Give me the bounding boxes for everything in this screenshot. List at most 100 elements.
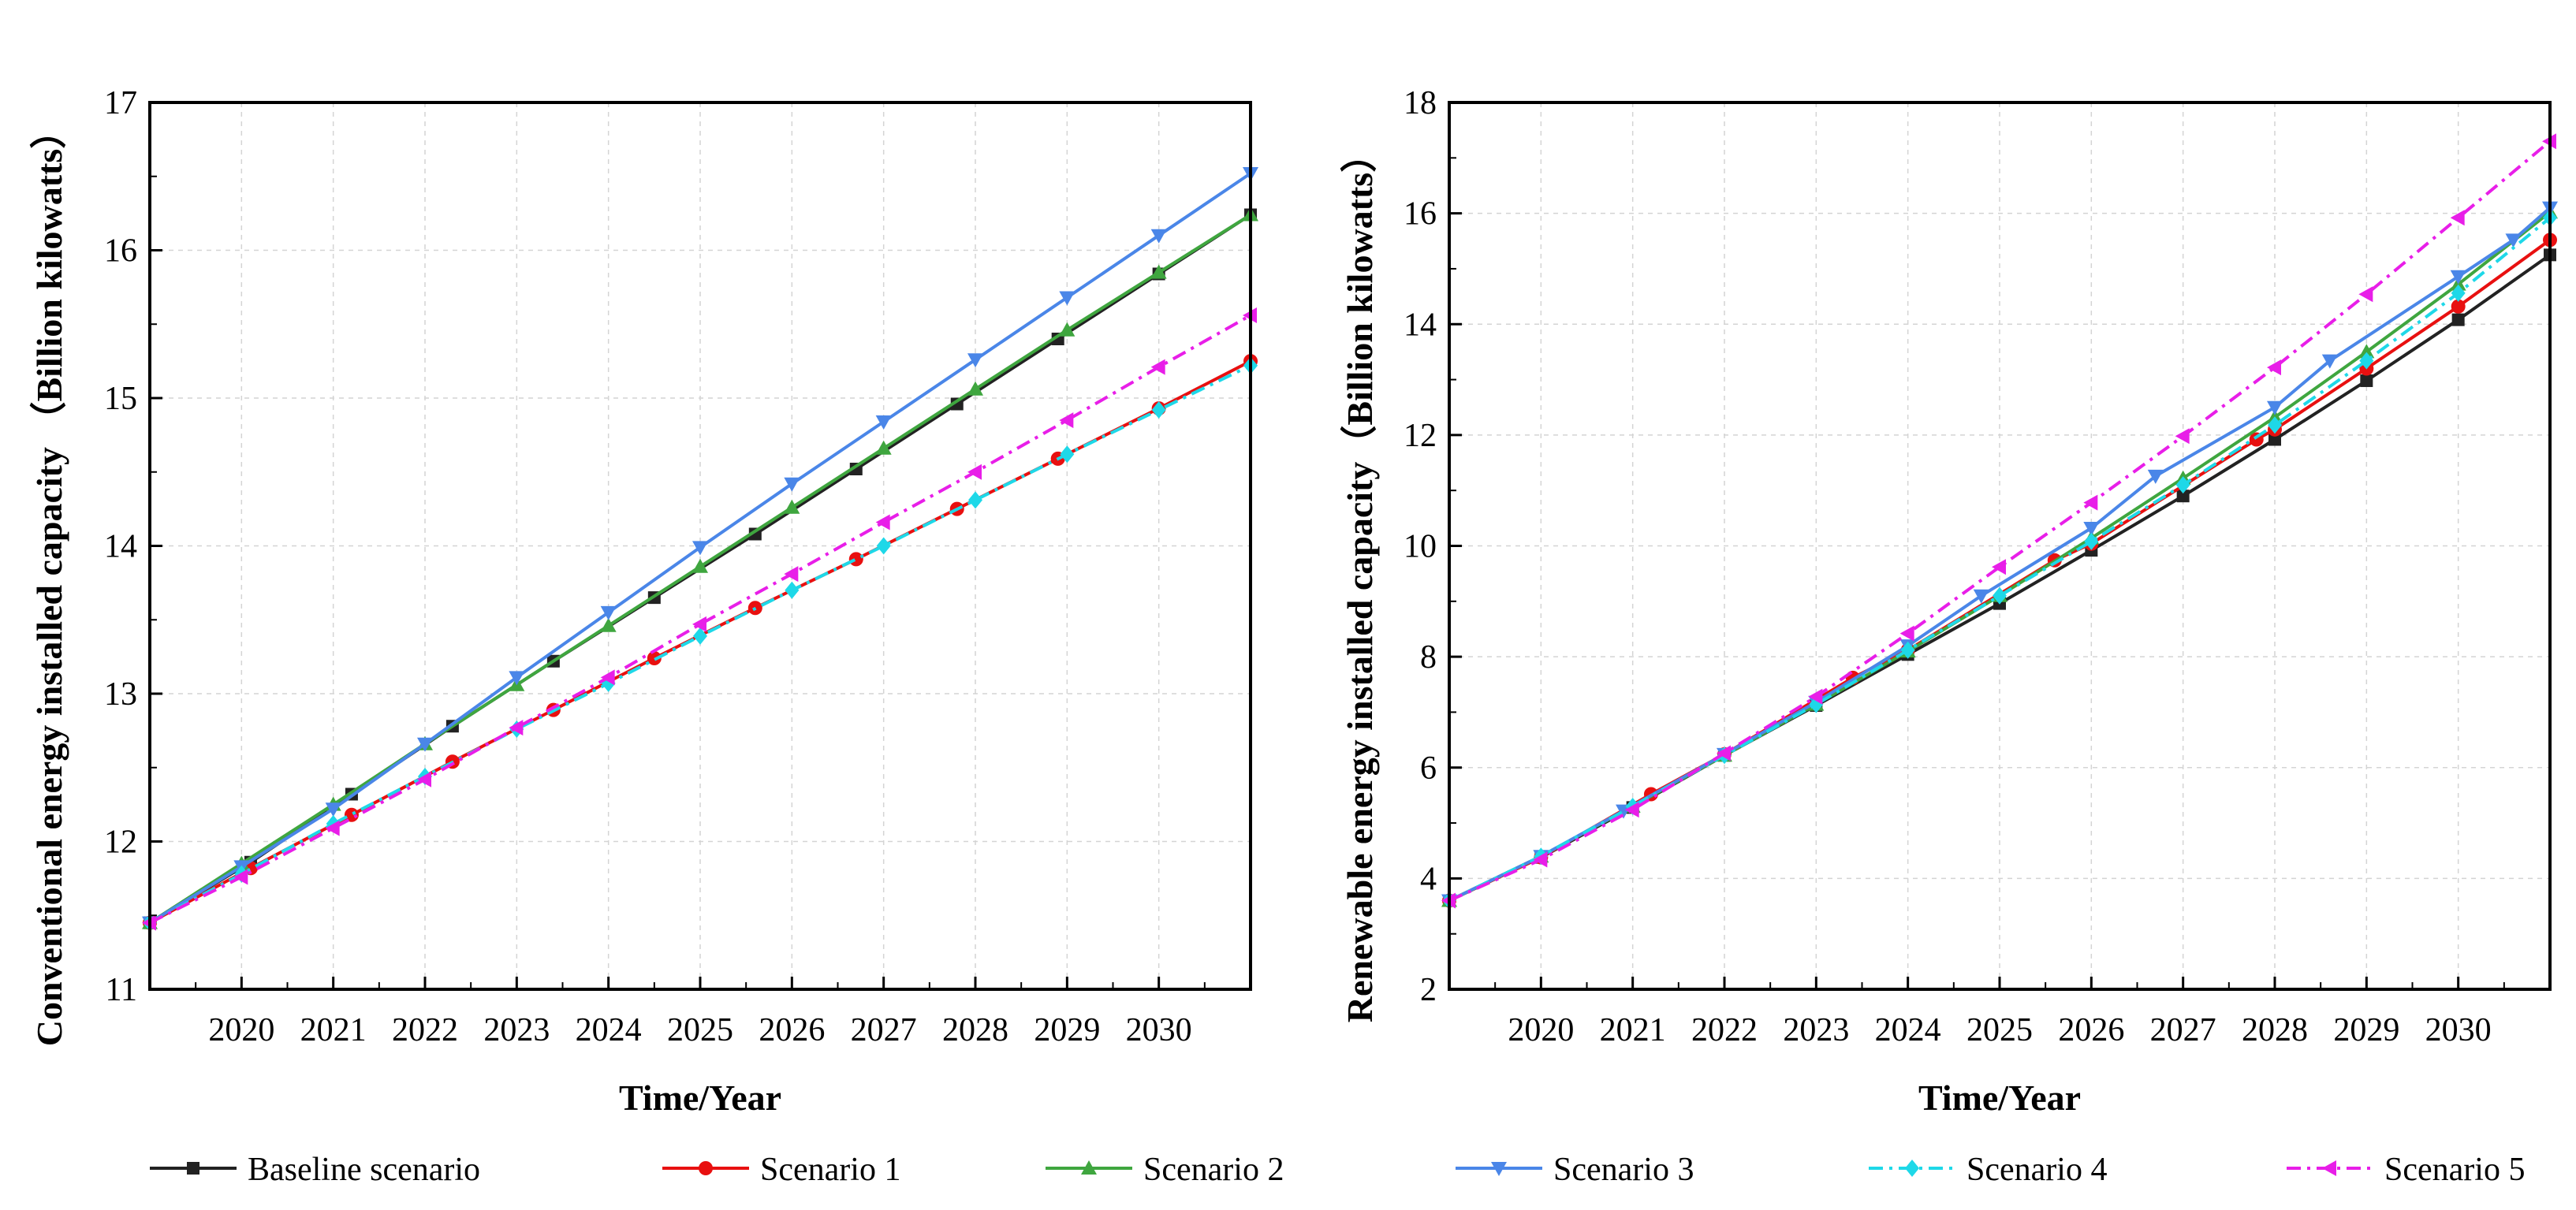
legend-item-scenario-1: Scenario 1 (662, 1152, 900, 1188)
y-tick-label: 12 (104, 825, 137, 861)
data-point-scenario-4 (2175, 476, 2190, 494)
y-tick-label: 16 (1404, 196, 1437, 233)
x-tick-label: 2026 (759, 1012, 825, 1048)
data-point-scenario-5 (1899, 625, 1914, 642)
x-tick-label: 2029 (2333, 1012, 2399, 1048)
data-point-scenario-5 (1717, 745, 1731, 761)
y-tick-label: 2 (1420, 972, 1437, 1008)
legend-item-baseline-scenario: Baseline scenario (150, 1152, 480, 1188)
data-point-scenario-2 (692, 558, 708, 573)
data-point-scenario-4 (876, 537, 891, 555)
legend-label-scenario-1: Scenario 1 (760, 1152, 900, 1188)
data-point-scenario-3 (2505, 233, 2522, 248)
data-point-scenario-4 (2084, 532, 2099, 550)
data-point-scenario-5 (692, 616, 706, 632)
y-tick-label: 17 (104, 85, 137, 121)
y-axis-title: Conventional energy installed capacity （… (29, 113, 69, 1047)
data-point-scenario-5 (509, 720, 524, 736)
y-tick-label: 8 (1420, 639, 1437, 676)
data-point-scenario-5 (2358, 286, 2373, 303)
legend-item-scenario-4: Scenario 4 (1869, 1152, 2107, 1188)
data-point-scenario-2 (1059, 322, 1076, 337)
data-point-scenario-5 (967, 464, 982, 480)
data-point-scenario-4 (1151, 401, 1166, 419)
data-point-scenario-3 (417, 737, 433, 752)
data-point-baseline-scenario (2360, 374, 2373, 387)
legend-item-scenario-2: Scenario 2 (1046, 1152, 1284, 1188)
data-point-scenario-3 (2450, 270, 2466, 285)
x-tick-label: 2025 (1966, 1012, 2033, 1048)
y-tick-label: 10 (1404, 529, 1437, 565)
y-tick-label: 18 (1404, 85, 1437, 121)
data-point-scenario-5 (1808, 688, 1823, 705)
data-point-scenario-3 (2147, 469, 2164, 484)
data-point-scenario-3 (2267, 400, 2283, 415)
x-tick-label: 2023 (1783, 1012, 1849, 1048)
data-point-scenario-5 (1059, 412, 1074, 429)
data-point-scenario-2 (967, 381, 983, 396)
data-point-scenario-5 (600, 669, 615, 686)
legend-marker-scenario-2 (1081, 1160, 1097, 1175)
conventional-energy-chart: 2020 2021 2022 2023 2024 2025 2026 2027 2028 2029… (29, 85, 1258, 1118)
data-point-scenario-1 (848, 552, 863, 567)
data-point-baseline-scenario (2176, 490, 2190, 503)
x-tick-label: 2021 (1600, 1012, 1666, 1048)
data-point-scenario-4 (2359, 352, 2374, 370)
data-point-scenario-3 (1059, 291, 1076, 306)
y-tick-label: 11 (106, 972, 137, 1008)
y-tick-label: 12 (1404, 418, 1437, 454)
data-point-scenario-3 (509, 671, 525, 686)
data-point-scenario-2 (1150, 264, 1167, 279)
legend-label-scenario-3: Scenario 3 (1553, 1152, 1694, 1188)
x-axis-title: Time/Year (1918, 1078, 2081, 1118)
data-point-scenario-1 (2451, 299, 2466, 314)
x-axis-title: Time/Year (619, 1078, 781, 1118)
data-point-scenario-5 (2267, 359, 2281, 376)
x-tick-label: 2024 (576, 1012, 642, 1048)
data-point-scenario-5 (417, 771, 431, 787)
legend-marker-scenario-4 (1905, 1160, 1919, 1177)
y-tick-label: 14 (104, 529, 137, 565)
data-point-scenario-4 (693, 627, 707, 645)
data-point-scenario-5 (1533, 851, 1548, 868)
x-tick-label: 2023 (483, 1012, 550, 1048)
y-axis-title: Renewable energy installed capacity（Bill… (1340, 136, 1380, 1022)
legend-marker-scenario-3 (1491, 1162, 1507, 1176)
data-point-scenario-5 (784, 566, 799, 583)
data-point-scenario-1 (344, 807, 359, 822)
data-point-scenario-4 (968, 491, 982, 509)
legend-label-scenario-5: Scenario 5 (2384, 1152, 2525, 1188)
data-point-scenario-4 (1900, 641, 1915, 659)
data-point-scenario-2 (784, 499, 800, 514)
data-point-scenario-4 (1060, 445, 1075, 464)
x-tick-label: 2028 (2242, 1012, 2308, 1048)
x-tick-label: 2022 (392, 1012, 458, 1048)
x-tick-label: 2027 (2150, 1012, 2216, 1048)
legend: Baseline scenario Scenario 1 Scenario 2 Sce… (150, 1152, 2525, 1188)
data-point-scenario-4 (2268, 416, 2282, 434)
data-point-scenario-3 (325, 802, 341, 817)
legend-label-scenario-4: Scenario 4 (1966, 1152, 2107, 1188)
data-point-scenario-3 (1973, 589, 1989, 604)
legend-marker-scenario-1 (699, 1161, 713, 1175)
data-point-scenario-3 (600, 605, 617, 620)
data-point-baseline-scenario (2268, 433, 2281, 446)
data-point-scenario-5 (2083, 494, 2098, 511)
x-tick-label: 2027 (851, 1012, 917, 1048)
y-tick-label: 13 (104, 676, 137, 713)
x-tick-label: 2025 (667, 1012, 733, 1048)
x-tick-label: 2030 (1126, 1012, 1192, 1048)
data-point-scenario-4 (2451, 284, 2466, 302)
data-point-scenario-5 (875, 514, 890, 531)
x-tick-label: 2030 (2425, 1012, 2492, 1048)
x-tick-label: 2020 (208, 1012, 274, 1048)
data-point-scenario-3 (875, 415, 892, 430)
x-tick-label: 2024 (1875, 1012, 1941, 1048)
legend-item-scenario-3: Scenario 3 (1456, 1152, 1694, 1188)
y-tick-label: 16 (104, 233, 137, 270)
data-point-scenario-3 (1150, 229, 1167, 244)
data-point-scenario-5 (2450, 210, 2465, 226)
y-tick-label: 4 (1420, 861, 1437, 897)
x-tick-label: 2022 (1691, 1012, 1758, 1048)
